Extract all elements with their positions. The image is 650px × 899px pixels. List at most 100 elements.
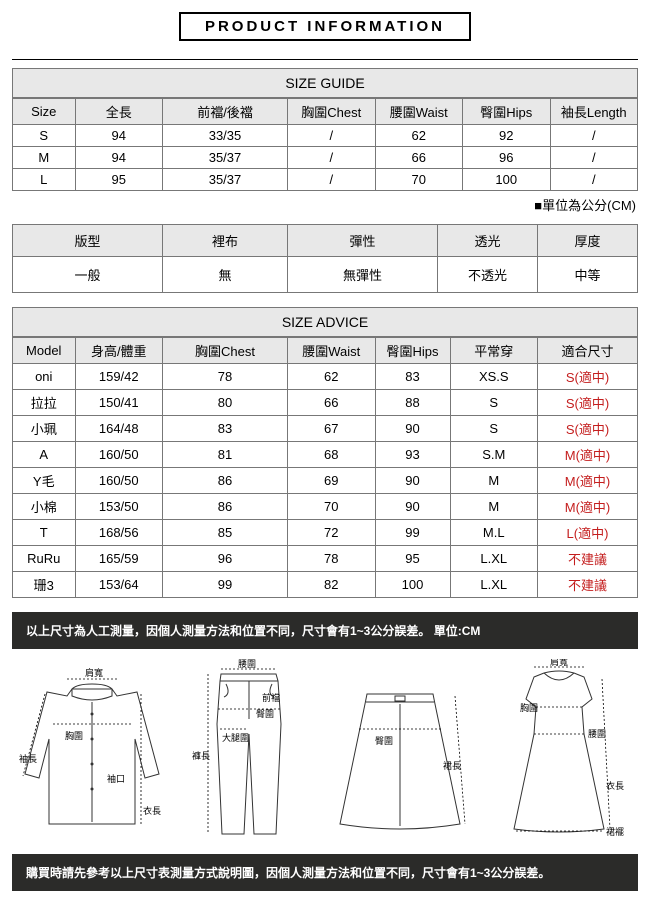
attr-header: 厚度 — [538, 225, 638, 257]
size-advice-cell: S — [450, 390, 538, 416]
size-advice-cell: 珊3 — [13, 572, 76, 598]
size-advice-fit: S(適中) — [538, 364, 638, 390]
size-advice-cell: RuRu — [13, 546, 76, 572]
size-advice-cell: 168/56 — [75, 520, 163, 546]
size-guide-header: 臀圍Hips — [463, 99, 551, 125]
size-guide-cell: S — [13, 125, 76, 147]
page-title-container: PRODUCT INFORMATION — [0, 12, 650, 41]
size-guide-cell: 96 — [463, 147, 551, 169]
lbl-pants-front: 前襠 — [262, 692, 280, 703]
size-guide-heading: SIZE GUIDE — [13, 69, 638, 98]
size-guide-cell: / — [550, 169, 638, 191]
size-advice-cell: 160/50 — [75, 442, 163, 468]
divider — [12, 59, 638, 60]
size-advice-fit: 不建議 — [538, 572, 638, 598]
size-advice-cell: 159/42 — [75, 364, 163, 390]
attr-header: 裡布 — [163, 225, 288, 257]
size-advice-cell: 86 — [163, 494, 288, 520]
size-advice-cell: 164/48 — [75, 416, 163, 442]
lbl-pants-hip: 臀圍 — [256, 709, 274, 719]
size-advice-fit: S(適中) — [538, 390, 638, 416]
size-advice-cell: 81 — [163, 442, 288, 468]
lbl-skirt-length: 裙長 — [443, 760, 461, 771]
attr-header: 版型 — [13, 225, 163, 257]
size-advice-cell: 83 — [375, 364, 450, 390]
lbl-dress-hem: 裙襬 — [606, 826, 624, 837]
size-advice-cell: S — [450, 416, 538, 442]
size-advice-fit: 不建議 — [538, 546, 638, 572]
attr-header: 透光 — [438, 225, 538, 257]
diagram-wrap: 肩寬 胸圍 袖長 袖口 衣長 腰圍 前襠 臀圍 大腿圍 褲長 臀圍 裙長 — [12, 659, 638, 844]
size-advice-cell: oni — [13, 364, 76, 390]
size-guide-cell: / — [550, 125, 638, 147]
size-advice-header: 臀圍Hips — [375, 338, 450, 364]
lbl-skirt-hip: 臀圍 — [375, 736, 393, 746]
size-advice-cell: A — [13, 442, 76, 468]
size-advice-cell: XS.S — [450, 364, 538, 390]
size-guide-cell: 33/35 — [163, 125, 288, 147]
size-guide-cell: 94 — [75, 147, 163, 169]
size-guide-cell: / — [550, 147, 638, 169]
size-guide-cell: 95 — [75, 169, 163, 191]
size-advice-cell: 100 — [375, 572, 450, 598]
attr-value: 一般 — [13, 257, 163, 293]
size-advice-cell: 150/41 — [75, 390, 163, 416]
size-advice-cell: 小珮 — [13, 416, 76, 442]
size-advice-fit: M(適中) — [538, 442, 638, 468]
size-guide-cell: M — [13, 147, 76, 169]
lbl-shirt-length: 衣長 — [143, 805, 161, 816]
size-advice-cell: 72 — [288, 520, 376, 546]
size-advice-cell: 82 — [288, 572, 376, 598]
size-advice-header: 身高/體重 — [75, 338, 163, 364]
size-advice-cell: 67 — [288, 416, 376, 442]
diagram-skirt: 臀圍 裙長 — [325, 674, 475, 844]
size-advice-cell: 90 — [375, 468, 450, 494]
size-advice-body: Model身高/體重胸圍Chest腰圍Waist臀圍Hips平常穿適合尺寸oni… — [12, 337, 638, 598]
size-advice-cell: 165/59 — [75, 546, 163, 572]
lbl-shirt-chest: 胸圍 — [65, 730, 83, 741]
size-advice-cell: 88 — [375, 390, 450, 416]
attr-value: 無 — [163, 257, 288, 293]
size-advice-cell: L.XL — [450, 572, 538, 598]
diagram-dress: 肩寬 胸圍 腰圍 衣長 裙襬 — [484, 659, 634, 844]
size-advice-cell: 153/64 — [75, 572, 163, 598]
size-advice-cell: M — [450, 468, 538, 494]
size-guide-table: SIZE GUIDE — [12, 68, 638, 98]
note-bottom: 購買時請先參考以上尺寸表測量方式說明圖，因個人測量方法和位置不同，尺寸會有1~3… — [12, 854, 638, 891]
size-guide-cell: L — [13, 169, 76, 191]
size-guide-header: 胸圍Chest — [288, 99, 376, 125]
lbl-dress-chest: 胸圍 — [520, 702, 538, 713]
lbl-pants-waist: 腰圍 — [238, 659, 256, 669]
size-advice-fit: L(適中) — [538, 520, 638, 546]
size-advice-cell: 69 — [288, 468, 376, 494]
size-advice-header: 適合尺寸 — [538, 338, 638, 364]
size-advice-header: 平常穿 — [450, 338, 538, 364]
size-advice-table: SIZE ADVICE — [12, 307, 638, 337]
size-advice-cell: 78 — [163, 364, 288, 390]
lbl-pants-length: 褲長 — [192, 750, 210, 761]
size-advice-header: 胸圍Chest — [163, 338, 288, 364]
size-guide-header: 前襠/後襠 — [163, 99, 288, 125]
size-advice-cell: 93 — [375, 442, 450, 468]
size-advice-cell: 68 — [288, 442, 376, 468]
size-guide-header: Size — [13, 99, 76, 125]
size-advice-cell: 90 — [375, 494, 450, 520]
size-guide-cell: 66 — [375, 147, 463, 169]
size-guide-cell: / — [288, 147, 376, 169]
note-top: 以上尺寸為人工測量，因個人測量方法和位置不同，尺寸會有1~3公分誤差。 單位:C… — [12, 612, 638, 649]
size-advice-heading: SIZE ADVICE — [13, 308, 638, 337]
size-advice-cell: 70 — [288, 494, 376, 520]
size-advice-cell: T — [13, 520, 76, 546]
size-advice-cell: S.M — [450, 442, 538, 468]
size-guide-cell: 94 — [75, 125, 163, 147]
size-guide-cell: 35/37 — [163, 147, 288, 169]
size-advice-header: 腰圍Waist — [288, 338, 376, 364]
size-advice-cell: 78 — [288, 546, 376, 572]
size-advice-cell: 66 — [288, 390, 376, 416]
diagram-pants: 腰圍 前襠 臀圍 大腿圍 褲長 — [176, 659, 316, 844]
size-advice-cell: 90 — [375, 416, 450, 442]
diagram-shirt: 肩寬 胸圍 袖長 袖口 衣長 — [17, 664, 167, 844]
size-guide-body: Size全長前襠/後襠胸圍Chest腰圍Waist臀圍Hips袖長LengthS… — [12, 98, 638, 191]
size-advice-cell: 95 — [375, 546, 450, 572]
size-advice-fit: M(適中) — [538, 468, 638, 494]
